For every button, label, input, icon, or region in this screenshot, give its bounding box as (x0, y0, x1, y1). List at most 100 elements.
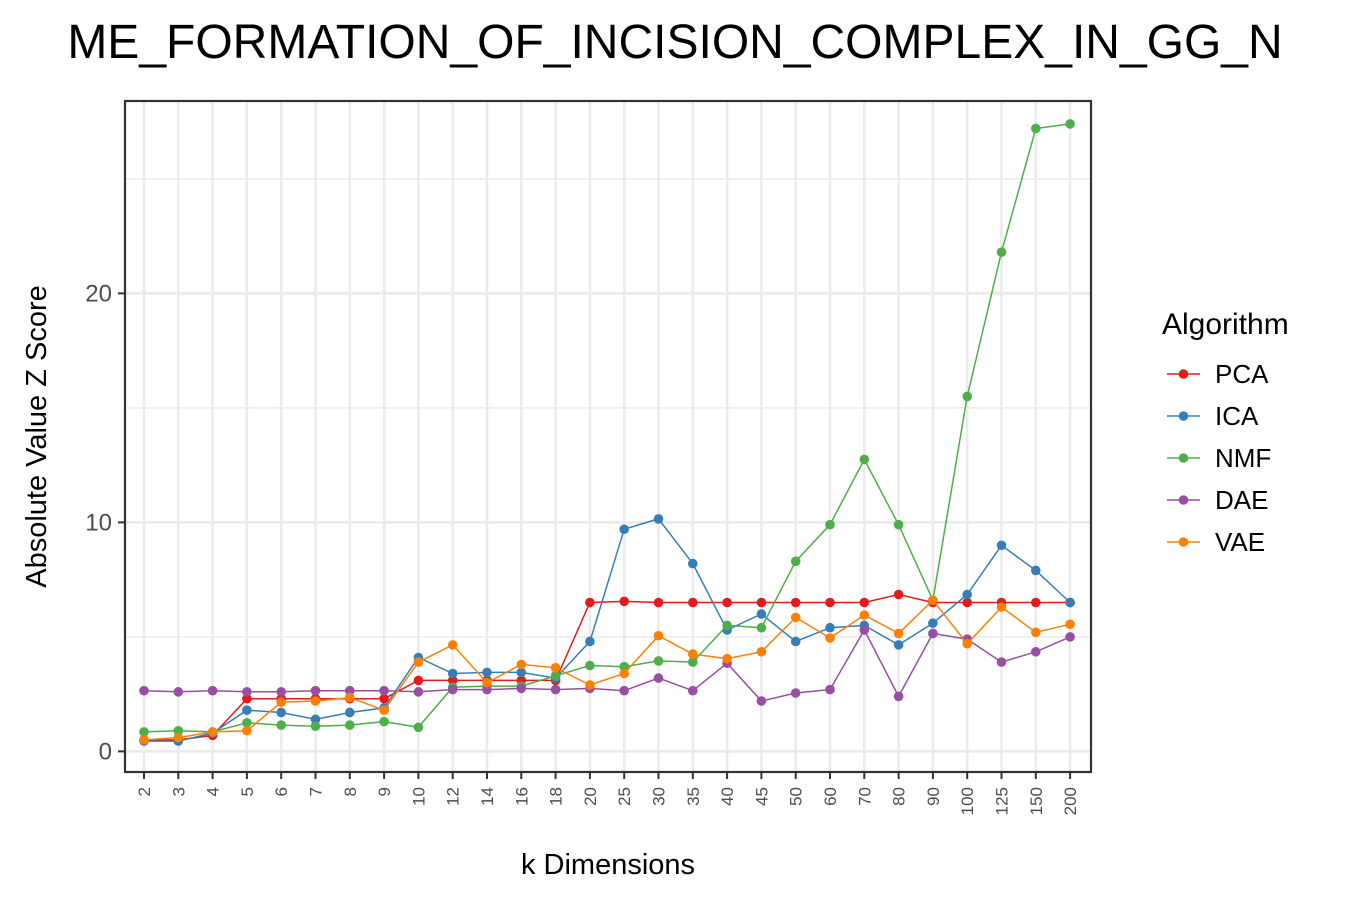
data-point-ica (790, 636, 801, 647)
data-point-nmf (173, 725, 184, 736)
data-point-ica (1031, 565, 1041, 576)
legend-marker (1178, 495, 1189, 505)
data-point-vae (688, 649, 698, 659)
x-tick-label: 9 (375, 787, 394, 796)
data-point-vae (653, 630, 664, 641)
data-point-dae (345, 685, 355, 696)
data-point-vae (276, 697, 287, 707)
data-point-nmf (413, 722, 424, 733)
data-point-nmf (550, 671, 561, 681)
data-point-ica (516, 667, 527, 678)
data-point-ica (242, 705, 252, 715)
data-point-pca (688, 597, 698, 608)
data-point-nmf (379, 716, 389, 727)
data-point-nmf (1065, 119, 1075, 129)
data-point-vae (139, 735, 149, 745)
data-point-vae (619, 668, 629, 679)
series-line-pca (144, 593, 1071, 741)
data-point-dae (653, 673, 664, 683)
data-point-nmf (859, 454, 870, 465)
data-point-ica (585, 636, 595, 647)
data-point-dae (173, 687, 184, 697)
data-point-vae (207, 727, 218, 737)
data-point-pca (962, 597, 972, 608)
data-point-dae (893, 691, 904, 702)
data-point-ica (482, 667, 492, 678)
data-point-ica (996, 540, 1007, 551)
data-point-dae (482, 684, 492, 695)
data-point-pca (619, 596, 629, 607)
data-point-dae (447, 684, 458, 695)
legend-label: NMF (1215, 443, 1271, 473)
legend-label: DAE (1215, 485, 1268, 515)
data-point-nmf (688, 657, 698, 667)
data-point-ica (962, 589, 972, 600)
data-point-dae (1065, 632, 1075, 642)
legend-label: PCA (1215, 359, 1269, 389)
x-tick-label: 10 (409, 787, 428, 806)
x-tick-label: 3 (169, 787, 188, 796)
data-point-nmf (585, 660, 595, 671)
x-tick-label: 125 (993, 787, 1012, 815)
x-tick-label: 35 (684, 787, 703, 806)
x-tick-label: 8 (341, 787, 360, 796)
data-point-pca (825, 597, 835, 608)
data-point-ica (928, 618, 938, 628)
data-point-dae (756, 696, 767, 706)
data-point-nmf (1031, 123, 1041, 134)
x-tick-label: 2 (135, 787, 154, 796)
data-point-nmf (962, 391, 972, 402)
data-point-vae (825, 633, 835, 643)
x-tick-label: 100 (958, 787, 977, 815)
data-point-ica (276, 707, 287, 718)
legend-marker (1178, 411, 1189, 421)
data-point-ica (688, 558, 698, 569)
data-point-dae (207, 685, 218, 696)
legend-item-nmf: NMF (1167, 443, 1271, 473)
data-point-pca (756, 597, 767, 608)
series-nmf (139, 119, 1075, 737)
data-point-dae (379, 685, 389, 696)
x-tick-label: 40 (718, 787, 737, 806)
data-point-ica (756, 609, 767, 619)
data-point-nmf (996, 247, 1007, 257)
data-point-dae (310, 685, 321, 696)
data-point-dae (139, 685, 149, 696)
data-point-dae (688, 685, 698, 696)
data-point-dae (1031, 646, 1041, 657)
data-point-vae (928, 595, 938, 606)
data-point-pca (379, 693, 389, 704)
data-point-vae (242, 725, 252, 736)
data-point-pca (893, 589, 904, 600)
legend-marker (1178, 369, 1189, 379)
data-point-dae (242, 687, 252, 697)
data-point-vae (447, 640, 458, 650)
x-tick-label: 7 (307, 787, 326, 796)
legend-label: VAE (1215, 527, 1265, 557)
data-point-pca (242, 693, 252, 704)
y-tick-label: 0 (99, 738, 112, 765)
data-point-nmf (653, 656, 664, 666)
legend-item-pca: PCA (1167, 359, 1269, 389)
data-point-nmf (619, 661, 629, 672)
chart-title: ME_FORMATION_OF_INCISION_COMPLEX_IN_GG_N (67, 16, 1282, 69)
x-tick-label: 14 (478, 787, 497, 806)
data-point-vae (345, 692, 355, 703)
data-point-ica (310, 714, 321, 725)
data-point-nmf (242, 717, 252, 728)
data-point-nmf (345, 720, 355, 730)
data-point-ica (619, 524, 629, 535)
x-tick-label: 12 (444, 787, 463, 806)
data-point-vae (1031, 627, 1041, 638)
x-axis-title: k Dimensions (521, 849, 695, 881)
x-tick-label: 200 (1061, 787, 1080, 815)
data-point-dae (996, 657, 1007, 667)
data-point-vae (413, 657, 424, 667)
data-point-vae (790, 612, 801, 623)
data-point-nmf (276, 720, 287, 730)
data-point-pca (447, 675, 458, 686)
plot-panel-border (123, 99, 1093, 774)
data-point-dae (550, 684, 561, 695)
data-point-dae (928, 628, 938, 639)
